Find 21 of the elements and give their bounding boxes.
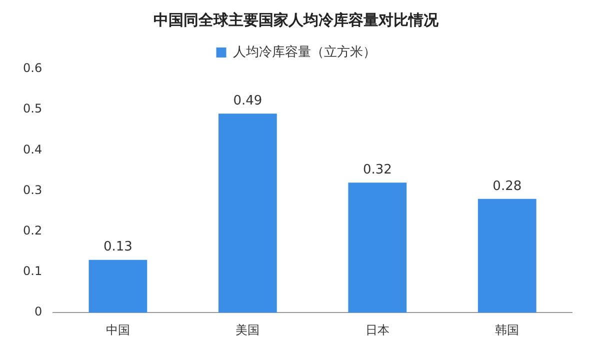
- bar: [348, 182, 407, 313]
- bar: [218, 114, 277, 313]
- data-label: 0.49: [233, 94, 262, 109]
- y-tick-label: 0: [34, 304, 42, 319]
- y-tick-label: 0.1: [22, 264, 42, 278]
- data-label: 0.32: [362, 162, 392, 178]
- y-tick-label: 0.3: [22, 182, 42, 197]
- y-tick-label: 0.4: [22, 142, 42, 156]
- x-tick-label: 中国: [106, 322, 130, 337]
- legend-label: 人均冷库容量（立方米）: [232, 44, 376, 60]
- y-tick-label: 0.5: [22, 102, 42, 116]
- x-tick-label: 美国: [236, 322, 260, 337]
- data-label: 0.13: [103, 240, 132, 255]
- data-label: 0.28: [492, 178, 522, 194]
- bar: [88, 260, 148, 313]
- x-tick-label: 日本: [365, 322, 390, 337]
- bar: [478, 198, 536, 313]
- y-tick-label: 0.2: [22, 224, 42, 238]
- chart-title: 中国同全球主要国家人均冷库容量对比情况: [154, 10, 440, 29]
- x-tick-label: 韩国: [495, 322, 520, 337]
- y-tick-label: 0.6: [22, 61, 42, 76]
